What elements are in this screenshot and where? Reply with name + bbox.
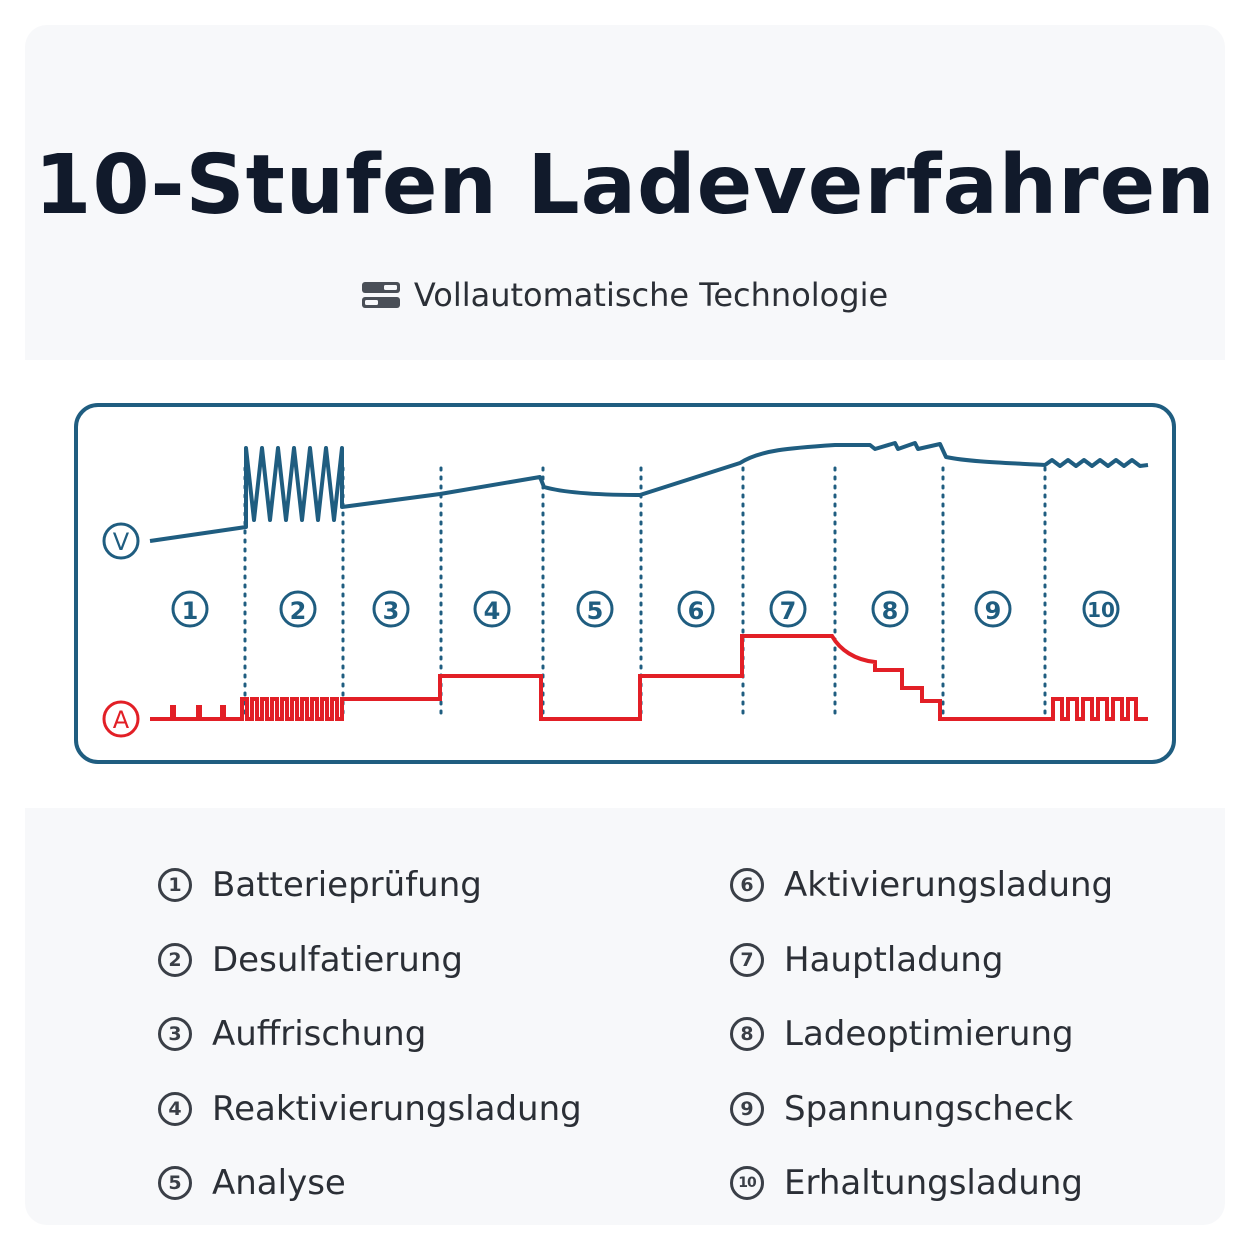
legend-label: Auffrischung: [212, 1014, 427, 1055]
svg-text:1: 1: [182, 597, 199, 625]
stage-label-5: 5: [576, 590, 614, 628]
legend-item-2: 2 Desulfatierung: [158, 923, 582, 998]
subtitle: Vollautomatische Technologie: [413, 276, 889, 314]
current-curve: [150, 634, 1148, 721]
svg-text:2: 2: [290, 597, 307, 625]
voltage-symbol: V: [102, 522, 140, 560]
legend-label: Ladeoptimierung: [784, 1014, 1074, 1055]
legend-number: 6: [730, 868, 764, 903]
legend-label: Aktivierungsladung: [784, 865, 1114, 906]
legend-number: 5: [158, 1166, 192, 1201]
stage-label-10: 10: [1082, 590, 1120, 628]
stacked-bars-icon: [361, 280, 400, 310]
legend-item-7: 7 Hauptladung: [730, 923, 1113, 998]
legend-label: Reaktivierungsladung: [212, 1088, 582, 1129]
stage-label-1: 1: [171, 590, 209, 628]
svg-text:5: 5: [587, 597, 604, 625]
stage-label-3: 3: [372, 590, 410, 628]
legend-item-8: 8 Ladeoptimierung: [730, 997, 1113, 1072]
legend-number: 1: [158, 868, 192, 903]
charging-diagram: V A 1 2 3 4 5 6 7 8 9 10: [74, 403, 1176, 764]
legend-number: 4: [158, 1091, 192, 1126]
legend-number: 9: [730, 1091, 764, 1126]
legend-item-1: 1 Batterieprüfung: [158, 848, 582, 923]
stage-labels: 1 2 3 4 5 6 7 8 9 10: [171, 590, 1120, 628]
svg-text:9: 9: [985, 597, 1002, 625]
legend-item-6: 6 Aktivierungsladung: [730, 848, 1113, 923]
current-symbol: A: [102, 700, 140, 738]
svg-text:8: 8: [882, 597, 899, 625]
legend-number: 7: [730, 942, 764, 977]
svg-text:A: A: [113, 706, 130, 734]
legend-label: Hauptladung: [784, 939, 1004, 980]
svg-text:10: 10: [1087, 598, 1115, 622]
legend-panel: [25, 808, 1225, 1225]
legend-item-5: 5 Analyse: [158, 1146, 582, 1221]
header-panel: [25, 25, 1225, 360]
stage-label-4: 4: [473, 590, 511, 628]
subtitle-row: Vollautomatische Technologie: [0, 276, 1250, 314]
legend-item-3: 3 Auffrischung: [158, 997, 582, 1072]
legend-right: 6 Aktivierungsladung 7 Hauptladung 8 Ladeopti…: [730, 848, 1113, 1221]
page-title: 10-Stufen Ladeverfahren: [34, 138, 1216, 233]
svg-text:6: 6: [688, 597, 705, 625]
stage-label-6: 6: [677, 590, 715, 628]
diagram-frame: [74, 403, 1176, 764]
legend-label: Erhaltungsladung: [784, 1163, 1083, 1204]
legend-label: Analyse: [212, 1163, 346, 1204]
stage-label-7: 7: [769, 590, 807, 628]
legend-number: 10: [730, 1166, 764, 1201]
stage-label-9: 9: [974, 590, 1012, 628]
voltage-curve: [149, 441, 1149, 543]
legend-item-9: 9 Spannungscheck: [730, 1072, 1113, 1147]
legend-item-10: 10 Erhaltungsladung: [730, 1146, 1113, 1221]
svg-text:3: 3: [383, 597, 400, 625]
legend-label: Spannungscheck: [784, 1088, 1074, 1129]
legend-number: 8: [730, 1017, 764, 1052]
svg-text:V: V: [113, 528, 130, 556]
svg-text:4: 4: [484, 597, 501, 625]
legend-item-4: 4 Reaktivierungsladung: [158, 1072, 582, 1147]
svg-text:7: 7: [780, 597, 797, 625]
stage-label-2: 2: [279, 590, 317, 628]
legend-left: 1 Batterieprüfung 2 Desulfatierung 3 Auffrisc…: [158, 848, 582, 1221]
legend-number: 3: [158, 1017, 192, 1052]
legend-number: 2: [158, 942, 192, 977]
stage-label-8: 8: [871, 590, 909, 628]
legend-label: Desulfatierung: [212, 939, 463, 980]
legend-label: Batterieprüfung: [212, 865, 482, 906]
